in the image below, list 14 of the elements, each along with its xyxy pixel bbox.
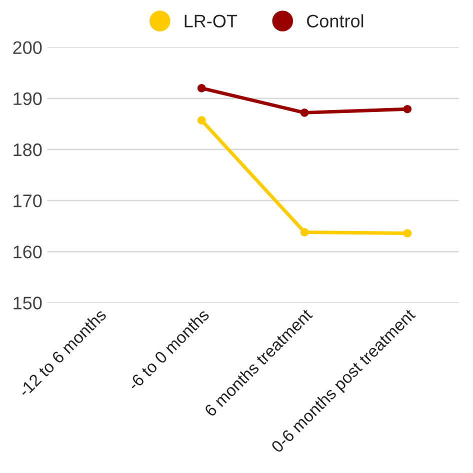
point [300,108,309,117]
legend-label: LR-OT [184,14,238,28]
y-tick-label: 150 [14,296,42,310]
y-tick-label: 190 [14,92,42,106]
legend-label: Control [307,14,364,28]
point [403,104,412,114]
y-tick-label: 180 [14,143,42,156]
point [403,229,412,238]
y-tick-label: 160 [14,246,42,258]
point [197,84,206,92]
point [197,116,206,125]
point [300,228,309,236]
y-tick-label: 170 [14,194,42,208]
y-tick-label: 200 [13,41,42,54]
